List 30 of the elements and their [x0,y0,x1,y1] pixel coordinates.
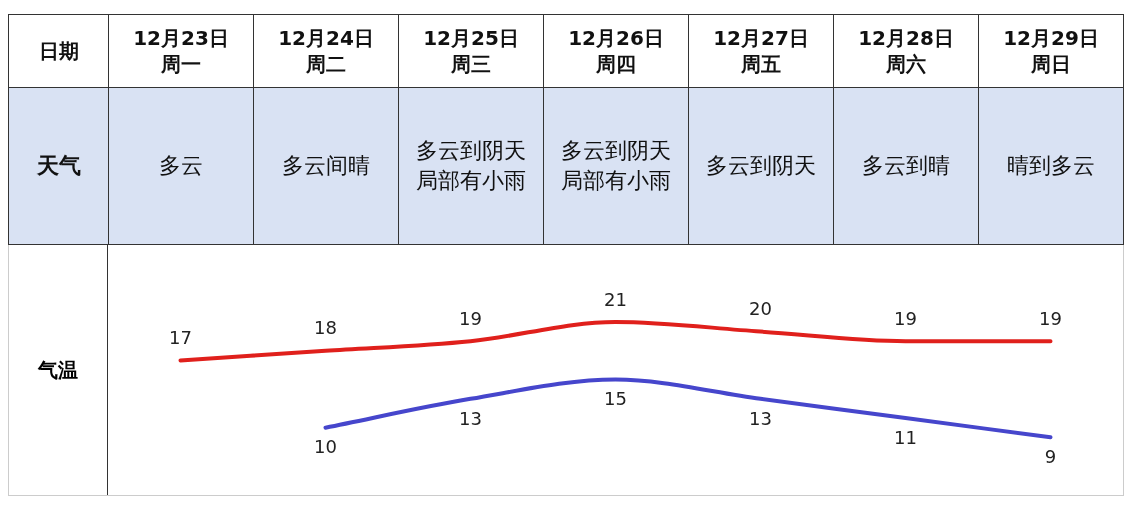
x-tick-label: 12月29日周日 [1003,25,1099,77]
text: 日期 [38,38,79,64]
x-tick-label: 12月27日周五 [713,25,809,77]
text: 多云到晴 [861,152,951,180]
data-label: 10 [314,436,337,458]
annotation: 气温 [9,245,108,495]
data-label: 11 [894,426,917,448]
text: 多云间晴 [281,152,371,180]
data-label: 13 [749,407,772,429]
x-tick-label: 12月28日周六 [858,25,954,77]
data-label: 17 [169,327,192,349]
text: 多云到阴天 [705,152,817,180]
text: 天气 [36,152,81,180]
text: 多云 [158,152,204,180]
data-label: 19 [894,307,917,329]
data-label: 19 [1039,307,1062,329]
x-tick-label: 12月25日周三 [423,25,519,77]
text: 晴到多云 [1006,152,1096,180]
text: 多云到阴天局部有小雨 [415,137,527,195]
data-label: 15 [604,388,627,410]
data-label: 13 [459,407,482,429]
text: 多云到阴天局部有小雨 [560,137,672,195]
data-label: 21 [604,288,627,310]
data-label: 19 [459,307,482,329]
data-label: 9 [1044,445,1057,467]
x-tick-label: 12月23日周一 [133,25,229,77]
x-tick-label: 12月24日周二 [278,25,374,77]
x-tick-label: 12月26日周四 [568,25,664,77]
data-label: 18 [314,317,337,339]
data-label: 20 [749,298,772,320]
